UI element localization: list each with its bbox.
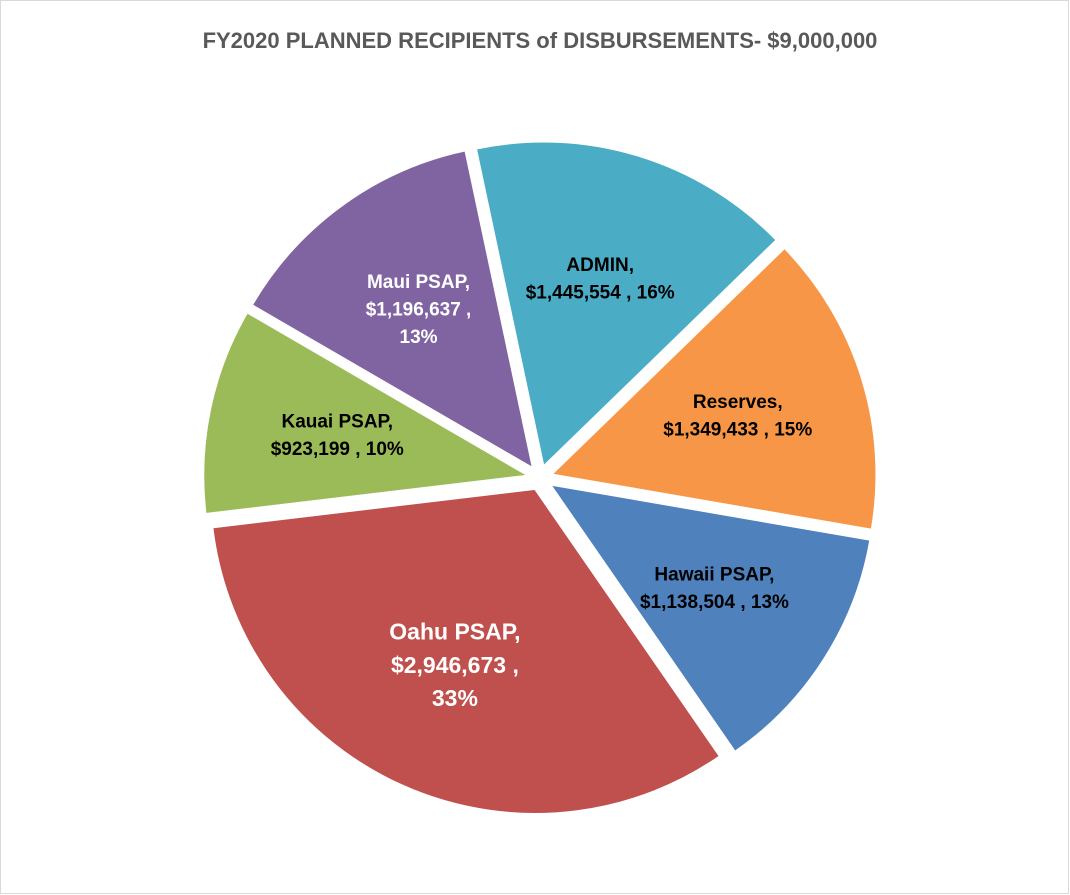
pie-slice [250,149,535,471]
slice-label: Maui PSAP, [367,272,470,293]
pie-slice [547,483,872,754]
slice-label: Oahu PSAP, [389,618,520,644]
slice-label: Reserves, [693,392,783,413]
pie-slice [211,487,722,815]
chart-title: FY2020 PLANNED RECIPIENTS of DISBURSEMEN… [203,28,878,53]
slice-label: $1,445,554 , 16% [526,283,675,304]
slice-label: Hawaii PSAP, [654,565,774,586]
pie-slice [202,311,532,516]
slice-label: Kauai PSAP, [281,411,393,432]
slice-label: 33% [432,685,478,711]
slice-label: $2,946,673 , [391,652,519,678]
pie-slice [474,140,778,469]
slice-label: ADMIN, [566,255,634,276]
slice-label: $923,199 , 10% [271,439,404,460]
slice-label: $1,349,433 , 15% [663,420,812,441]
slice-label: $1,196,637 , [366,299,472,320]
slice-label: 13% [400,327,438,348]
pie-slice [549,246,878,531]
slice-label: $1,138,504 , 13% [640,592,789,613]
